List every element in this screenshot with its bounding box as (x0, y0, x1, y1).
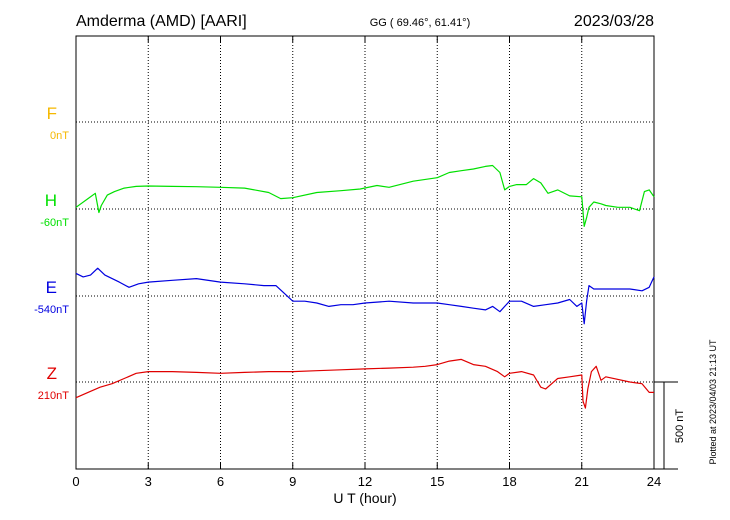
x-tick-label-9: 9 (289, 474, 296, 489)
date: 2023/03/28 (574, 13, 654, 30)
plotted-timestamp: Plotted at 2023/04/03 21:13 UT (708, 339, 718, 465)
series-lines (75, 164, 655, 409)
x-tick-label-0: 0 (72, 474, 79, 489)
grid (76, 36, 654, 469)
x-tick-label-21: 21 (575, 474, 589, 489)
series-line-Z (75, 358, 654, 409)
x-tick-label-24: 24 (647, 474, 661, 489)
x-tick-label-12: 12 (358, 474, 372, 489)
x-axis-ticks: 0 3 6 9 12 15 18 21 24 (72, 36, 661, 489)
series-line-E (75, 267, 655, 325)
station-title: Amderma (AMD) [AARI] (76, 13, 247, 30)
series-name-F: F (47, 104, 57, 123)
scale-bar-label: 500 nT (674, 409, 686, 444)
x-tick-label-6: 6 (217, 474, 224, 489)
series-name-Z: Z (47, 364, 57, 383)
series-name-E: E (46, 278, 57, 297)
series-baseline-label-E: -540nT (34, 304, 69, 316)
x-tick-label-3: 3 (145, 474, 152, 489)
coordinates: GG ( 69.46°, 61.41°) (370, 17, 471, 29)
series-name-H: H (45, 191, 57, 210)
series-line-H (75, 164, 655, 227)
series-labels: F 0nT H -60nT E -540nT Z 210nT (34, 104, 69, 402)
series-baseline-label-Z: 210nT (38, 390, 69, 402)
series-baseline-label-H: -60nT (40, 217, 69, 229)
x-tick-label-15: 15 (430, 474, 444, 489)
x-axis-label: U T (hour) (333, 490, 396, 506)
scale-bar: 500 nT (654, 381, 686, 470)
series-baseline-label-F: 0nT (50, 130, 69, 142)
x-tick-label-18: 18 (502, 474, 516, 489)
